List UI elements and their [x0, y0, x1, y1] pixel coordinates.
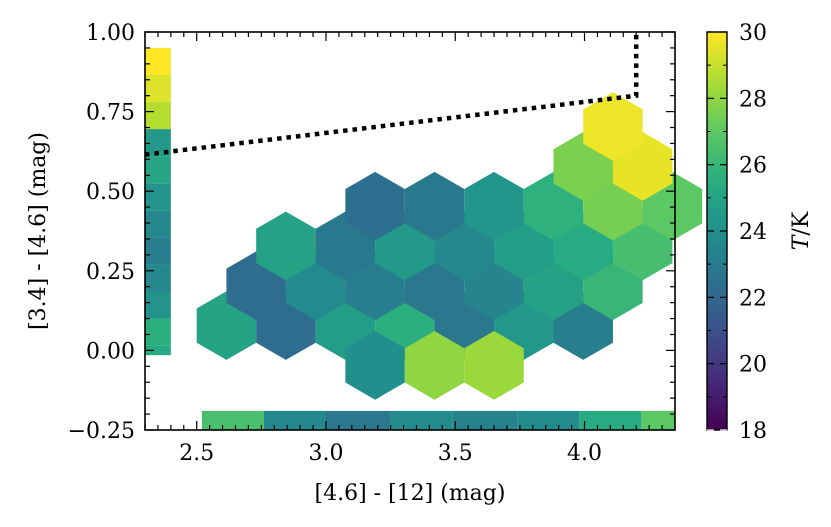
y-marginal-cell — [145, 318, 171, 346]
boundary-line-layer — [144, 32, 639, 157]
y-axis-title: [3.4] - [4.6] (mag) — [26, 132, 51, 330]
y-marginal-cell — [145, 264, 171, 292]
x-tick-label: 3.0 — [308, 441, 343, 466]
y-marginal-cell — [145, 210, 171, 238]
colorbar-tick-label: 22 — [739, 286, 767, 311]
colorbar-tick-label: 24 — [739, 220, 767, 245]
colorbar-tick-label: 18 — [739, 419, 767, 444]
y-tick-label: −0.25 — [68, 419, 135, 444]
hexbin-cell — [583, 92, 643, 161]
y-marginal-cell — [145, 291, 171, 319]
hexbin-cell — [404, 331, 465, 400]
boundary-dotted-line — [144, 32, 639, 157]
y-marginal-cell — [145, 237, 171, 265]
colorbar-label: T/K — [789, 211, 814, 250]
x-marginal-cell — [641, 410, 675, 430]
colorbar-label-symbol: T — [789, 233, 814, 250]
y-tick-label: 0.25 — [86, 260, 135, 285]
x-marginal-cell — [579, 410, 642, 430]
hexbin-cell — [464, 171, 524, 241]
colorbar-tick-label: 28 — [739, 87, 767, 112]
y-tick-label: 0.75 — [86, 101, 135, 126]
colorbar-tick-label: 20 — [739, 353, 767, 378]
hexbin-cell — [404, 171, 465, 241]
y-tick-label: 0.00 — [86, 339, 135, 364]
y-marginal-cell — [145, 47, 171, 75]
hexbin-cell — [464, 331, 524, 400]
colorbar-tick-label: 30 — [739, 21, 767, 46]
colorbar: 18 20 22 24 26 28 30 T/K — [706, 21, 814, 444]
x-tick-label: 2.5 — [179, 441, 214, 466]
axes: 2.5 3.0 3.5 4.0 −0.25 0.00 0.25 0.50 0.75 1.00 [4.… — [26, 21, 676, 506]
colorbar-tick-label: 26 — [739, 154, 767, 179]
x-marginal-cell — [390, 410, 453, 430]
hexbin-cell — [256, 211, 316, 281]
x-marginal-cell — [201, 410, 264, 430]
x-marginal-cell — [517, 410, 580, 430]
hexbin-layer — [196, 92, 703, 400]
hexbin-cell — [345, 171, 405, 241]
x-marginal-cell — [452, 410, 518, 430]
x-marginal-cell — [263, 410, 326, 430]
y-marginal-cell — [145, 74, 171, 103]
y-marginal-cell — [145, 102, 171, 130]
y-marginal-cell — [145, 345, 171, 356]
marginal-strips — [145, 47, 675, 430]
y-marginal-cell — [145, 156, 171, 184]
x-marginal-cell — [325, 410, 391, 430]
x-tick-label: 4.0 — [567, 441, 602, 466]
plot-frame — [144, 31, 676, 431]
x-tick-label: 3.5 — [438, 441, 473, 466]
y-tick-label: 1.00 — [86, 21, 135, 46]
y-marginal-cell — [145, 183, 171, 211]
colorbar-label-unit: /K — [789, 211, 814, 235]
hexbin-cell — [345, 331, 405, 400]
y-tick-label: 0.50 — [86, 180, 135, 205]
x-axis-title: [4.6] - [12] (mag) — [315, 481, 506, 506]
